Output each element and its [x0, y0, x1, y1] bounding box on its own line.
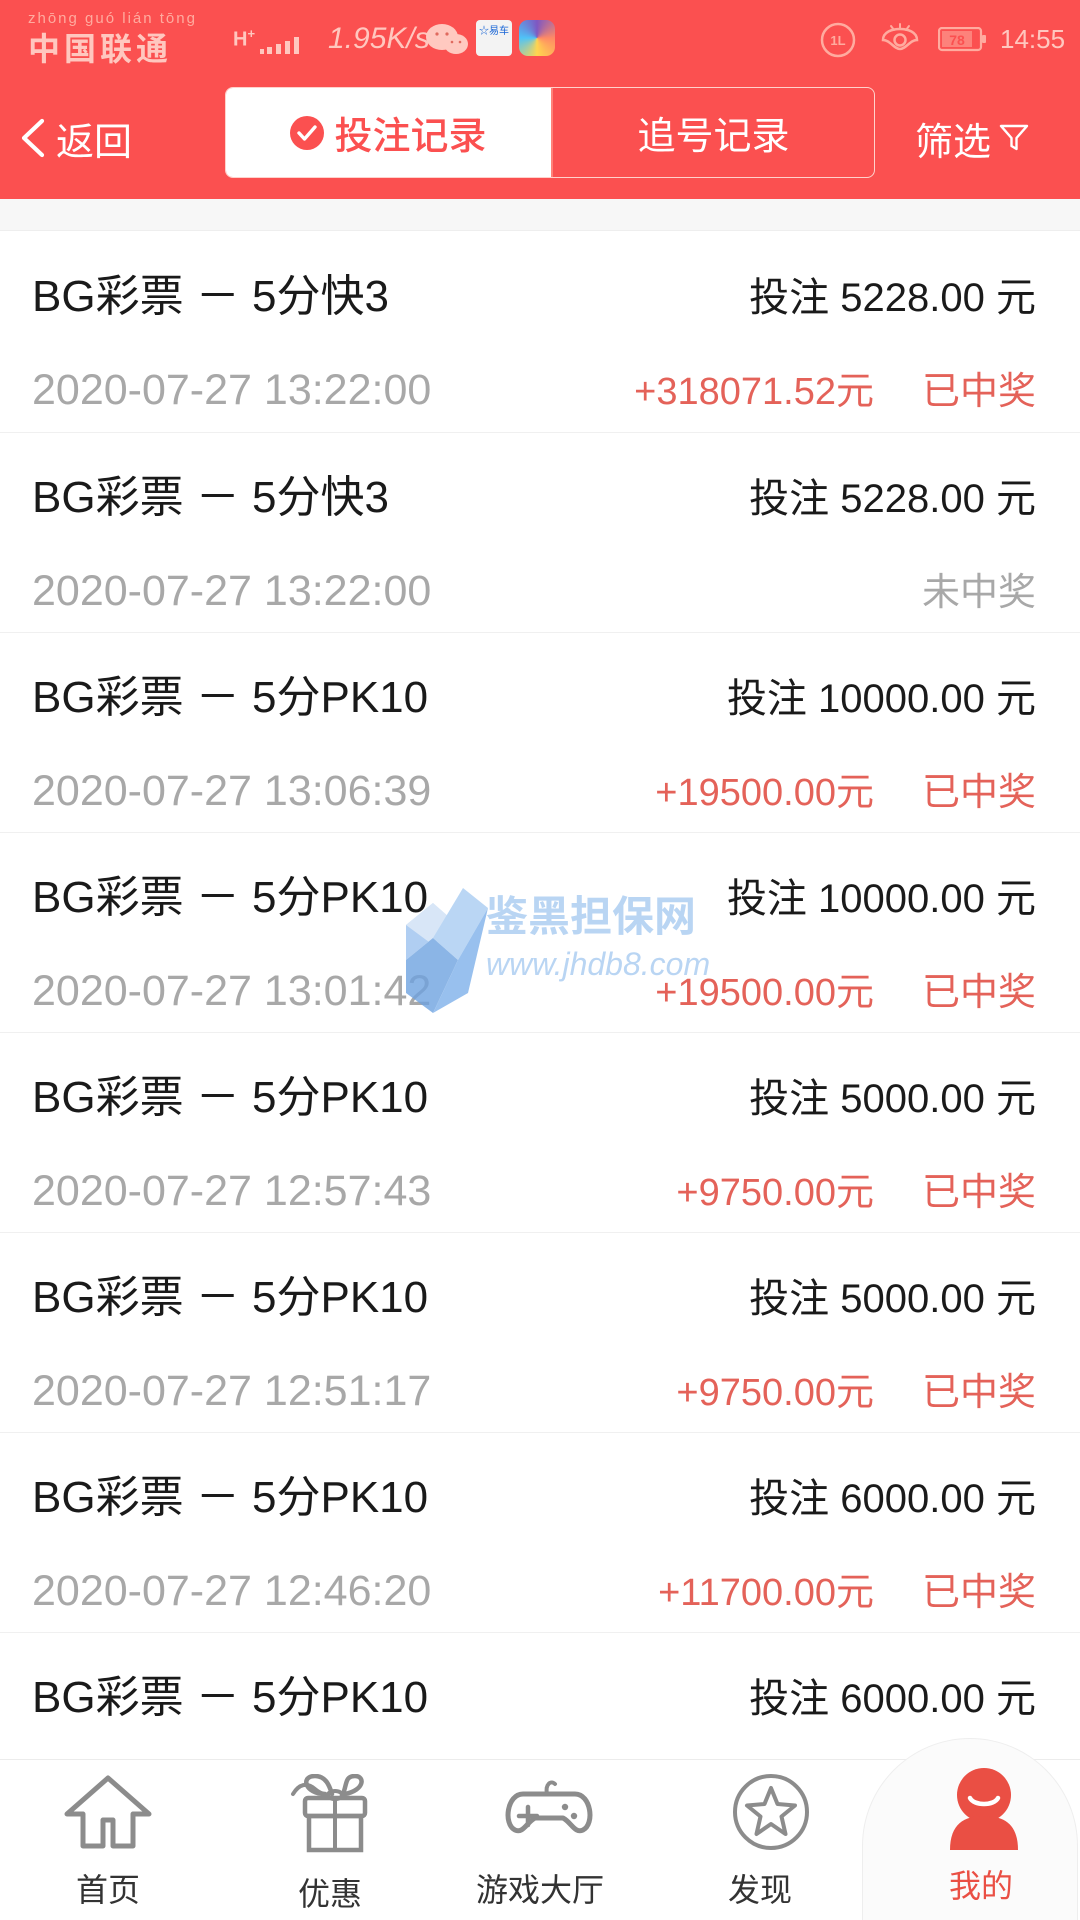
svg-text:1L: 1L — [830, 33, 845, 48]
svg-text:鉴黑担保网: 鉴黑担保网 — [486, 893, 696, 940]
svg-text:www.jhdb8.com: www.jhdb8.com — [486, 946, 710, 982]
svg-text:78: 78 — [949, 32, 965, 48]
